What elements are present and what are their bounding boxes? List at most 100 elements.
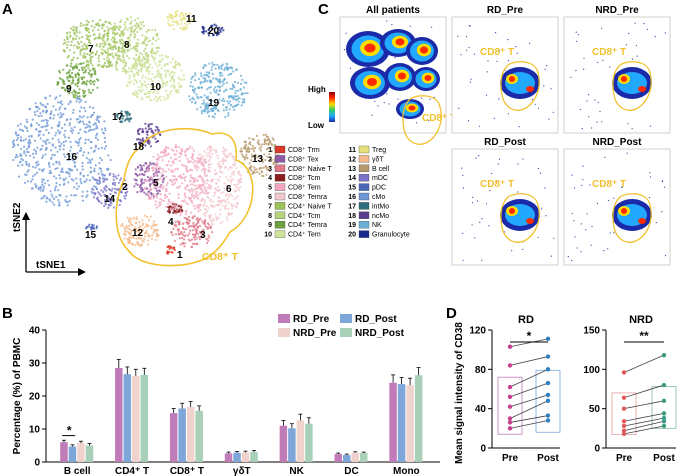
legend-swatch: [358, 183, 370, 191]
legend-swatch: [274, 174, 286, 182]
cluster-number-13: 13: [252, 154, 264, 165]
legend-label: CD4⁺ Tcm: [288, 213, 321, 220]
paired-line: [623, 417, 665, 427]
paired-plot-rd: RD 0 40 80 120 Mean signal intensity of CD38 *…: [454, 314, 561, 464]
cluster-number-12: 12: [132, 228, 144, 239]
legend-number: 12: [348, 156, 356, 163]
legend-swatch: [358, 221, 370, 229]
panel-label-d: D: [446, 305, 457, 322]
bar-category-label: NK: [289, 466, 304, 476]
paired-line: [509, 415, 549, 423]
paired-line: [509, 394, 549, 408]
bar-nrd-pre: [296, 420, 305, 462]
paired-category-label: Post: [537, 453, 559, 464]
legend-item-15: 15 pDC: [348, 183, 386, 192]
post-point: [545, 392, 551, 398]
bar-legend-swatch: [278, 314, 290, 323]
bar-rd-post: [288, 428, 296, 462]
cluster-12-points: [119, 214, 160, 247]
bar-rd-pre: [224, 453, 233, 462]
pbmc-bar-chart: 0 10 20 30 40 Percentage (%) of PBMC B cell CD4…: [12, 314, 440, 476]
cluster-number-2: 2: [122, 182, 128, 193]
post-point: [661, 415, 667, 421]
post-point: [545, 380, 551, 386]
color-scale-bar: [329, 92, 335, 122]
cluster-number-18: 18: [133, 142, 145, 153]
panel-label-b: B: [2, 305, 13, 322]
cluster-9-points: [56, 62, 100, 99]
legend-label: NK: [372, 222, 382, 229]
cluster-number-7: 7: [88, 44, 94, 55]
legend-label: CD8⁺ Tex: [288, 156, 319, 163]
legend-label: CD4⁺ Naive T: [288, 203, 332, 210]
legend-label: ncMo: [372, 213, 389, 220]
bar-rd-post: [178, 408, 186, 462]
post-point: [661, 411, 667, 416]
density-plot-all-patients: All patients CD8⁺ T: [339, 5, 456, 145]
legend-item-12: 12 γδT: [348, 155, 384, 163]
bar-nrd-pre: [406, 385, 414, 462]
legend-label: CD8⁺ Tcm: [288, 175, 321, 182]
legend-item-13: 13 B cell: [348, 164, 390, 173]
bar-rd-post: [342, 455, 351, 462]
panel-label-c: C: [318, 1, 329, 18]
cluster-number-9: 9: [66, 84, 72, 95]
paired-line: [623, 412, 665, 422]
post-point: [545, 398, 551, 403]
bar-category-label: CD8⁺ T: [170, 466, 204, 476]
legend-swatch: [274, 230, 286, 238]
legend-number: 19: [348, 222, 356, 229]
legend-item-16: 16 cMo: [348, 192, 385, 201]
tsne1-arrow: [78, 268, 86, 276]
paired-y-tick-label: 120: [469, 326, 486, 337]
pre-point: [621, 370, 627, 375]
bar-nrd-post: [85, 445, 94, 462]
bar-category-label: DC: [344, 466, 358, 476]
density-plots: All patients CD8⁺ T RD_Pre CD8⁺ T NRD_Pre CD8…: [339, 5, 671, 266]
bar-category-label: B cell: [64, 466, 91, 476]
legend-swatch: [358, 145, 370, 154]
legend-number: 5: [268, 185, 272, 192]
bar-category-label: CD4⁺ T: [115, 466, 149, 476]
paired-line: [509, 356, 549, 366]
tsne2-arrow: [22, 212, 30, 220]
density-title: RD_Pre: [487, 5, 524, 16]
bar-rd-post: [233, 452, 241, 462]
bar-nrd-pre: [77, 443, 85, 462]
cd8-gate: [500, 193, 540, 243]
cluster-number-8: 8: [124, 40, 130, 51]
paired-y-tick-label: 0: [594, 444, 600, 455]
cluster-number-17: 17: [112, 112, 124, 123]
cluster-10-points: [124, 52, 186, 103]
legend-number: 8: [268, 213, 272, 220]
density-title: NRD_Post: [593, 137, 643, 148]
bar-nrd-post: [414, 375, 423, 462]
bar-y-tick-label: 20: [29, 392, 41, 403]
bar-nrd-pre: [351, 452, 359, 462]
paired-y-tick-label: 0: [480, 444, 486, 455]
legend-item-9: 9 CD4⁺ Temra: [268, 221, 327, 229]
legend-item-20: 20 Granulocyte: [348, 230, 410, 239]
scale-high-label: High: [308, 85, 326, 94]
legend-label: B cell: [372, 166, 390, 173]
cluster-number-20: 20: [208, 26, 220, 37]
legend-number: 7: [268, 203, 272, 210]
cluster-19-points: [188, 61, 249, 119]
bar-legend-swatch: [278, 328, 290, 337]
density-title: RD_Post: [484, 137, 526, 148]
bar-y-tick-label: 30: [29, 359, 41, 370]
post-point: [545, 336, 551, 342]
bar-nrd-post: [140, 374, 149, 462]
tsne-clusters: [11, 10, 281, 255]
legend-number: 15: [348, 185, 356, 192]
paired-line: [623, 420, 665, 432]
bar-significance-star: *: [67, 424, 72, 438]
legend-label: Treg: [372, 147, 386, 154]
density-plot-rd-pre: RD_Pre CD8⁺ T: [451, 5, 559, 134]
legend-swatch: [358, 192, 370, 201]
cluster-number-3: 3: [200, 230, 206, 241]
density-plot-nrd-pre: NRD_Pre CD8⁺ T: [563, 5, 671, 134]
paired-y-tick-label: 40: [475, 404, 487, 415]
